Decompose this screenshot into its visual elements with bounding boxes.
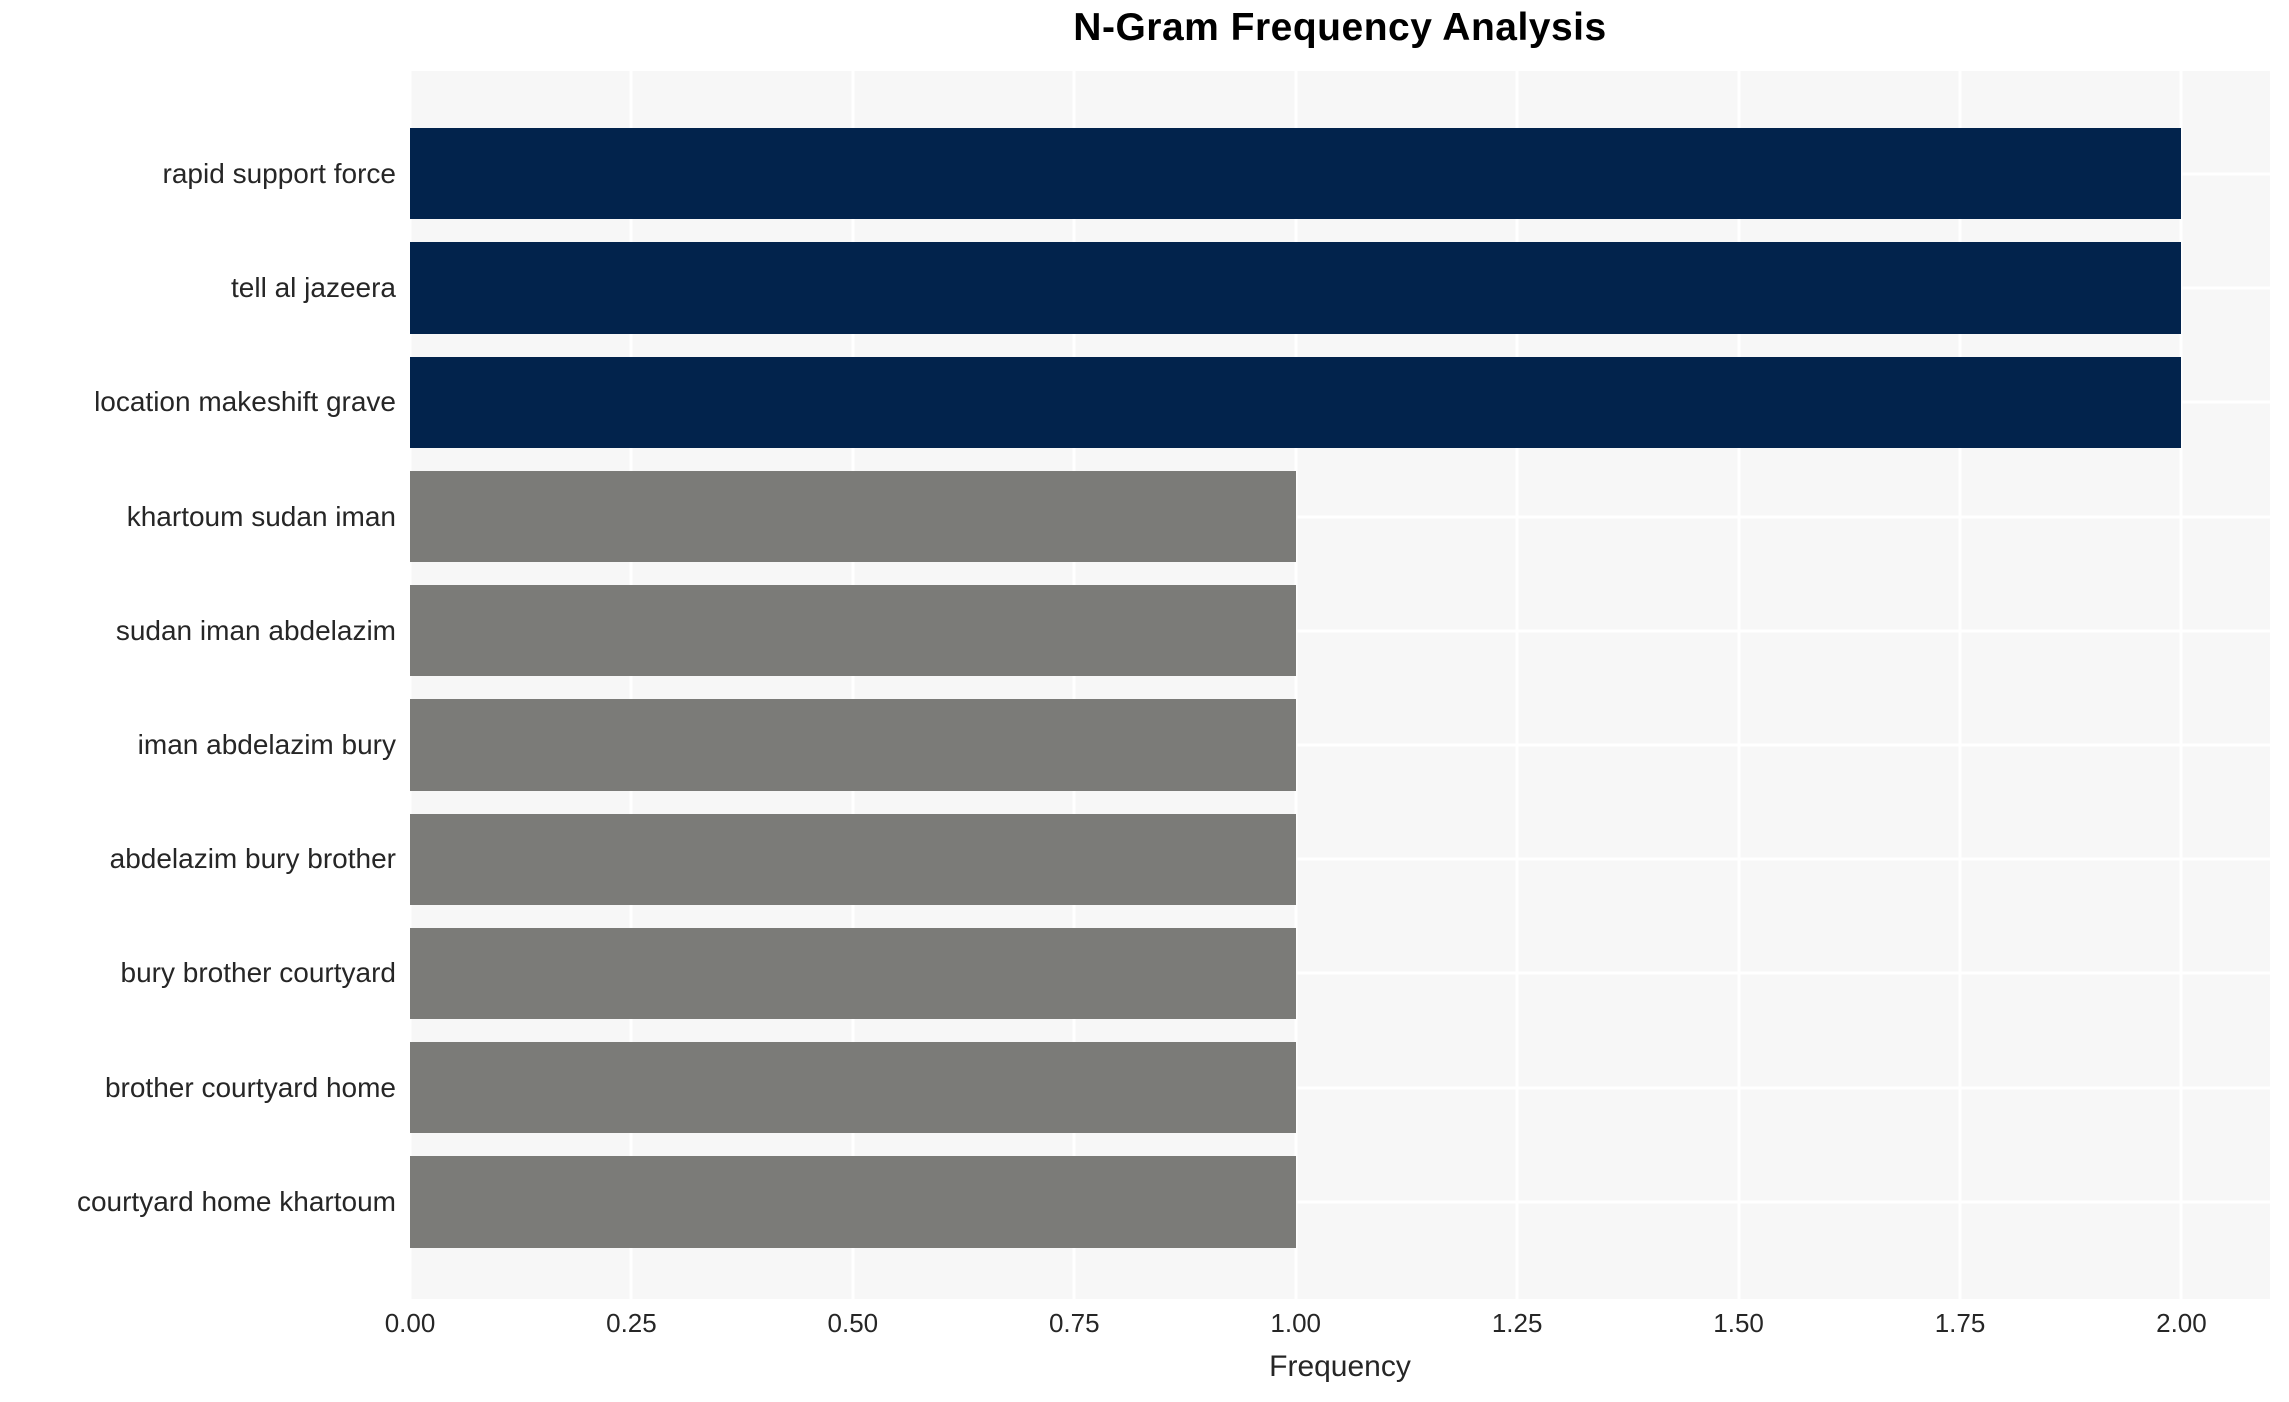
y-axis-label: courtyard home khartoum: [76, 1185, 396, 1217]
y-gridline: [410, 971, 2270, 975]
y-axis-label: sudan iman abdelazim: [115, 614, 396, 646]
x-tick-label: 2.00: [2156, 1308, 2207, 1338]
y-axis-label: khartoum sudan iman: [126, 500, 396, 532]
y-axis-label: iman abdelazim bury: [137, 728, 396, 760]
y-axis-label: tell al jazeera: [231, 272, 396, 304]
y-gridline: [410, 629, 2270, 633]
x-gridline: [1737, 71, 1741, 1299]
bar-iman-abdelazim-bury: [410, 699, 1296, 791]
x-gridline: [1294, 71, 1298, 1299]
x-gridline: [851, 71, 855, 1299]
bar-bury-brother-courtyard: [410, 927, 1296, 1020]
y-axis-label: brother courtyard home: [104, 1071, 396, 1103]
x-tick-label: 1.75: [1934, 1308, 1986, 1338]
x-axis-ticks: 0.00 0.25 0.50 0.75 1.00 1.25 1.50 1.75 2.00: [385, 1308, 2270, 1342]
x-tick-label: 0.50: [827, 1308, 879, 1338]
plot-area: [408, 71, 2270, 1299]
x-gridline: [2179, 71, 2183, 1299]
x-gridline: [408, 71, 412, 1299]
x-tick-label: 1.25: [1491, 1308, 1543, 1338]
x-tick-label: 0.75: [1048, 1308, 1100, 1338]
x-gridline: [1072, 71, 1076, 1299]
chart-title: N-Gram Frequency Analysis: [1073, 6, 1607, 49]
y-axis-label: location makeshift grave: [94, 386, 396, 418]
x-axis-title: Frequency: [1269, 1350, 1411, 1383]
x-tick-label: 0.00: [384, 1308, 436, 1338]
y-gridline: [410, 1086, 2270, 1090]
y-axis-label: abdelazim bury brother: [109, 843, 396, 875]
bar-rapid-support-force: [410, 128, 2182, 220]
x-gridline: [1515, 71, 1519, 1299]
y-gridline: [410, 743, 2270, 747]
y-gridline: [410, 857, 2270, 861]
x-tick-label: 1.50: [1713, 1308, 1764, 1338]
y-axis-label: bury brother courtyard: [120, 957, 396, 989]
y-gridline: [410, 1200, 2270, 1204]
bar-tell-al-jazeera: [410, 242, 2182, 334]
x-gridline: [1958, 71, 1962, 1299]
x-tick-label: 0.25: [606, 1308, 657, 1338]
y-axis-labels: rapid support force tell al jazeera locati…: [0, 71, 396, 1299]
bar-location-makeshift-grave: [410, 356, 2182, 448]
bar-courtyard-home-khartoum: [410, 1156, 1296, 1248]
y-axis-label: rapid support force: [162, 157, 396, 189]
bar-brother-courtyard-home: [410, 1041, 1296, 1134]
x-tick-label: 1.00: [1270, 1308, 1322, 1338]
bar-sudan-iman-abdelazim: [410, 585, 1296, 677]
x-gridline: [629, 71, 633, 1299]
y-gridline: [410, 515, 2270, 518]
bar-khartoum-sudan-iman: [410, 470, 1296, 563]
bar-abdelazim-bury-brother: [410, 813, 1296, 905]
